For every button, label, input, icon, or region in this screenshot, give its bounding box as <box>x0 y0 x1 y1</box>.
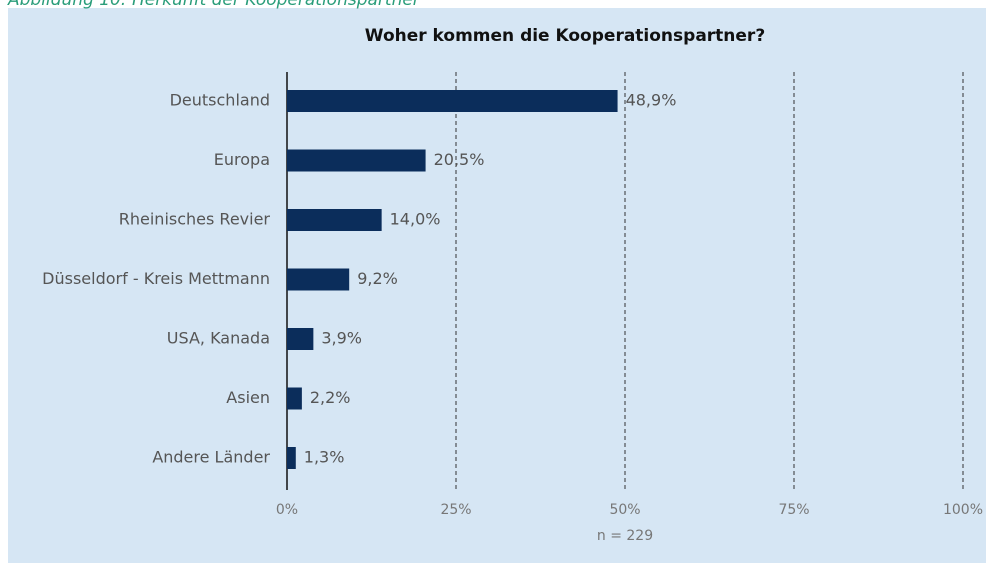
value-label: 9,2% <box>357 269 398 288</box>
x-tick-label: 75% <box>778 502 809 518</box>
chart-title: Woher kommen die Kooperationspartner? <box>365 26 765 46</box>
value-label: 48,9% <box>626 91 677 110</box>
value-label: 14,0% <box>390 210 441 229</box>
category-label: Andere Länder <box>152 448 270 467</box>
x-tick-label: 0% <box>276 502 298 518</box>
bar <box>287 447 296 469</box>
value-label: 3,9% <box>321 329 362 348</box>
value-label: 2,2% <box>310 388 351 407</box>
category-label: Asien <box>226 388 270 407</box>
category-label: Europa <box>214 150 270 169</box>
category-label: Deutschland <box>170 91 270 110</box>
category-label: Düsseldorf - Kreis Mettmann <box>42 269 270 288</box>
x-tick-label: 100% <box>943 502 983 518</box>
note: n = 229 <box>597 528 653 544</box>
bar <box>287 209 382 231</box>
bar <box>287 387 302 410</box>
category-label: USA, Kanada <box>167 329 270 348</box>
value-label: 1,3% <box>304 448 345 467</box>
x-tick-label: 50% <box>609 502 640 518</box>
caption: Abbildung 10: Herkunft der Kooperationsp… <box>7 0 421 10</box>
category-label: Rheinisches Revier <box>119 210 271 229</box>
bar <box>287 90 618 112</box>
bar <box>287 328 314 350</box>
value-label: 20,5% <box>434 150 485 169</box>
bar <box>287 268 350 291</box>
bar <box>287 149 426 172</box>
x-tick-label: 25% <box>440 502 471 518</box>
